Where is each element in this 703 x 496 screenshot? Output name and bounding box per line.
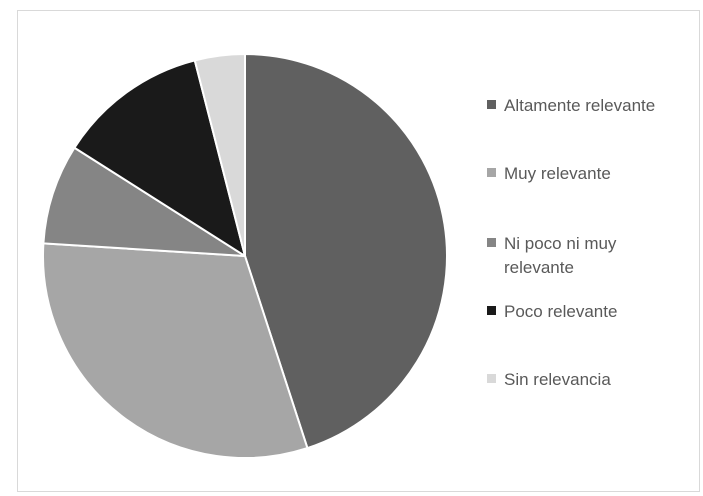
legend: Altamente relevante Muy relevante Ni poc…: [487, 0, 697, 496]
pie-slice-ni-poco-ni-muy-relevante: [42, 146, 246, 257]
legend-swatch: [487, 168, 496, 177]
legend-label: Muy relevante: [504, 164, 611, 183]
legend-swatch: [487, 374, 496, 383]
pie-slice-altamente-relevante: [244, 53, 448, 450]
legend-item-poco-relevante: Poco relevante: [487, 300, 697, 324]
pie-slices: [42, 53, 448, 459]
legend-label: Poco relevante: [504, 302, 618, 321]
legend-swatch: [487, 100, 496, 109]
pie-slice-muy-relevante: [42, 242, 309, 459]
legend-label: Altamente relevante: [504, 96, 656, 115]
legend-item-sin-relevancia: Sin relevancia: [487, 368, 697, 392]
legend-label: Ni poco ni muy relevante: [504, 234, 617, 277]
legend-label: Sin relevancia: [504, 370, 611, 389]
legend-item-muy-relevante: Muy relevante: [487, 162, 697, 186]
legend-swatch: [487, 306, 496, 315]
pie-slice-sin-relevancia: [193, 53, 246, 257]
legend-item-ni-poco-ni-muy-relevante: Ni poco ni muy relevante: [487, 232, 697, 280]
pie-slice-poco-relevante: [73, 59, 246, 257]
legend-item-altamente-relevante: Altamente relevante: [487, 94, 697, 118]
legend-swatch: [487, 238, 496, 247]
